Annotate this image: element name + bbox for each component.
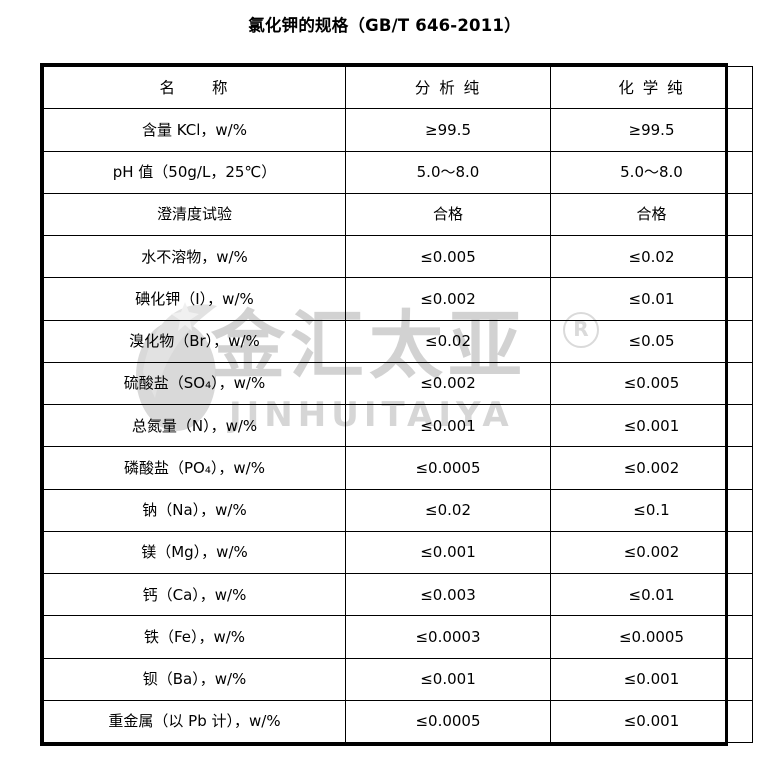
cell-chemical-pure: ≥99.5 bbox=[550, 108, 753, 152]
cell-analytical-reagent: ≤0.02 bbox=[345, 488, 551, 532]
cell-chemical-pure: ≤0.01 bbox=[550, 572, 753, 617]
table-row: 含量 KCl，w/% ≥99.5 ≥99.5 bbox=[43, 108, 753, 152]
column-header-1: 分 析 纯 bbox=[345, 65, 551, 110]
table-row: 溴化物（Br），w/% ≤0.02 ≤0.05 bbox=[43, 319, 753, 363]
cell-parameter-name: 磷酸盐（PO₄），w/% bbox=[43, 446, 346, 490]
cell-parameter-name: 铁（Fe），w/% bbox=[43, 615, 346, 659]
cell-parameter-name: 镁（Mg），w/% bbox=[43, 530, 346, 575]
cell-chemical-pure: ≤0.1 bbox=[550, 488, 753, 532]
table-row: 澄清度试验 合格 合格 bbox=[43, 192, 753, 237]
cell-parameter-name: 硫酸盐（SO₄），w/% bbox=[43, 361, 346, 406]
cell-parameter-name: 钠（Na），w/% bbox=[43, 488, 346, 532]
cell-chemical-pure: ≤0.02 bbox=[550, 234, 753, 279]
table-row: 总氮量（N），w/% ≤0.001 ≤0.001 bbox=[43, 403, 753, 448]
cell-chemical-pure: 5.0～8.0 bbox=[550, 150, 753, 194]
table-row: 镁（Mg），w/% ≤0.001 ≤0.002 bbox=[43, 530, 753, 575]
table-row: 磷酸盐（PO₄），w/% ≤0.0005 ≤0.002 bbox=[43, 446, 753, 490]
cell-chemical-pure: ≤0.005 bbox=[550, 361, 753, 406]
table-row: 铁（Fe），w/% ≤0.0003 ≤0.0005 bbox=[43, 615, 753, 659]
table-row: 重金属（以 Pb 计），w/% ≤0.0005 ≤0.001 bbox=[43, 699, 753, 744]
cell-parameter-name: pH 值（50g/L，25℃） bbox=[43, 150, 346, 194]
cell-analytical-reagent: 5.0～8.0 bbox=[345, 150, 551, 194]
cell-parameter-name: 水不溶物，w/% bbox=[43, 234, 346, 279]
table-row: 钠（Na），w/% ≤0.02 ≤0.1 bbox=[43, 488, 753, 532]
cell-analytical-reagent: ≤0.005 bbox=[345, 234, 551, 279]
cell-parameter-name: 碘化钾（I），w/% bbox=[43, 277, 346, 321]
table-row: pH 值（50g/L，25℃） 5.0～8.0 5.0～8.0 bbox=[43, 150, 753, 194]
page-title: 氯化钾的规格（GB/T 646-2011） bbox=[248, 16, 521, 35]
column-header-2: 化 学 纯 bbox=[550, 65, 753, 110]
cell-analytical-reagent: ≤0.002 bbox=[345, 361, 551, 406]
specification-table: 名 称分 析 纯化 学 纯含量 KCl，w/% ≥99.5 ≥99.5 pH 值（50… bbox=[40, 63, 753, 746]
cell-analytical-reagent: ≤0.001 bbox=[345, 657, 551, 701]
cell-parameter-name: 总氮量（N），w/% bbox=[43, 403, 346, 448]
cell-chemical-pure: ≤0.0005 bbox=[550, 615, 753, 659]
column-header-0: 名 称 bbox=[43, 65, 346, 110]
cell-parameter-name: 重金属（以 Pb 计），w/% bbox=[43, 699, 346, 744]
table-header-row: 名 称分 析 纯化 学 纯 bbox=[43, 65, 753, 110]
cell-parameter-name: 钡（Ba），w/% bbox=[43, 657, 346, 701]
cell-analytical-reagent: ≤0.0005 bbox=[345, 446, 551, 490]
cell-parameter-name: 溴化物（Br），w/% bbox=[43, 319, 346, 363]
cell-chemical-pure: ≤0.001 bbox=[550, 699, 753, 744]
cell-parameter-name: 含量 KCl，w/% bbox=[43, 108, 346, 152]
table-row: 碘化钾（I），w/% ≤0.002 ≤0.01 bbox=[43, 277, 753, 321]
table-row: 硫酸盐（SO₄），w/% ≤0.002 ≤0.005 bbox=[43, 361, 753, 406]
cell-chemical-pure: 合格 bbox=[550, 192, 753, 237]
cell-analytical-reagent: ≤0.0003 bbox=[345, 615, 551, 659]
cell-analytical-reagent: ≤0.001 bbox=[345, 530, 551, 575]
cell-analytical-reagent: ≤0.02 bbox=[345, 319, 551, 363]
cell-chemical-pure: ≤0.01 bbox=[550, 277, 753, 321]
cell-analytical-reagent: ≥99.5 bbox=[345, 108, 551, 152]
cell-parameter-name: 钙（Ca），w/% bbox=[43, 572, 346, 617]
cell-chemical-pure: ≤0.001 bbox=[550, 403, 753, 448]
cell-chemical-pure: ≤0.05 bbox=[550, 319, 753, 363]
cell-chemical-pure: ≤0.002 bbox=[550, 530, 753, 575]
table-row: 钙（Ca），w/% ≤0.003 ≤0.01 bbox=[43, 572, 753, 617]
cell-analytical-reagent: ≤0.001 bbox=[345, 403, 551, 448]
table-row: 钡（Ba），w/% ≤0.001 ≤0.001 bbox=[43, 657, 753, 701]
cell-analytical-reagent: ≤0.003 bbox=[345, 572, 551, 617]
table-row: 水不溶物，w/% ≤0.005 ≤0.02 bbox=[43, 234, 753, 279]
cell-analytical-reagent: 合格 bbox=[345, 192, 551, 237]
cell-chemical-pure: ≤0.001 bbox=[550, 657, 753, 701]
cell-analytical-reagent: ≤0.0005 bbox=[345, 699, 551, 744]
cell-parameter-name: 澄清度试验 bbox=[43, 192, 346, 237]
cell-chemical-pure: ≤0.002 bbox=[550, 446, 753, 490]
cell-analytical-reagent: ≤0.002 bbox=[345, 277, 551, 321]
